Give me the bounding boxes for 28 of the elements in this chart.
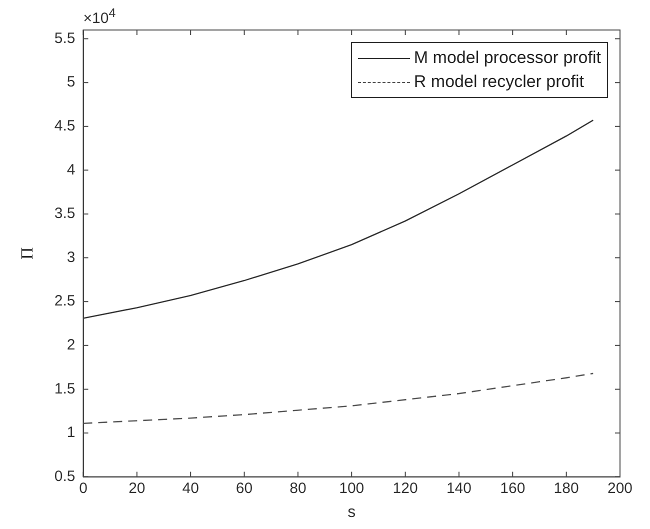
x-tick-label: 0: [79, 480, 88, 497]
y-tick-label: 1: [66, 424, 76, 442]
x-tick-label: 200: [607, 480, 633, 497]
legend-label: R model recycler profit: [414, 72, 584, 92]
y-axis-title: Π: [18, 247, 37, 260]
y-tick-label: 3: [66, 248, 76, 266]
x-tick-label: 40: [182, 480, 199, 497]
x-tick-label: 180: [554, 480, 579, 497]
x-tick-label: 80: [290, 480, 306, 497]
y-tick-label: 5.5: [54, 30, 76, 47]
x-axis-title: s: [348, 504, 356, 521]
x-tick-label: 100: [339, 480, 364, 497]
y-tick-label: 3.5: [54, 205, 76, 222]
text: ×10$^{4}$: [83, 6, 116, 27]
line-series: [83, 372, 594, 424]
x-tick-label: 140: [446, 480, 472, 497]
y-tick-label: 0.5: [54, 468, 76, 485]
y-tick-label: 2.5: [54, 292, 76, 310]
y-tick-label: 5: [66, 74, 76, 91]
y-tick-label: 4: [66, 161, 76, 178]
legend-label: M model processor profit: [414, 48, 601, 68]
x-tick-label: 60: [236, 480, 253, 497]
x-tick-label: 160: [500, 480, 526, 497]
y-tick-label: 1.5: [54, 380, 76, 398]
y-tick-label: 4.5: [54, 118, 76, 135]
x-tick-label: 20: [128, 480, 146, 497]
x-tick-label: 120: [392, 480, 418, 497]
y-tick-label: 2: [66, 336, 76, 354]
